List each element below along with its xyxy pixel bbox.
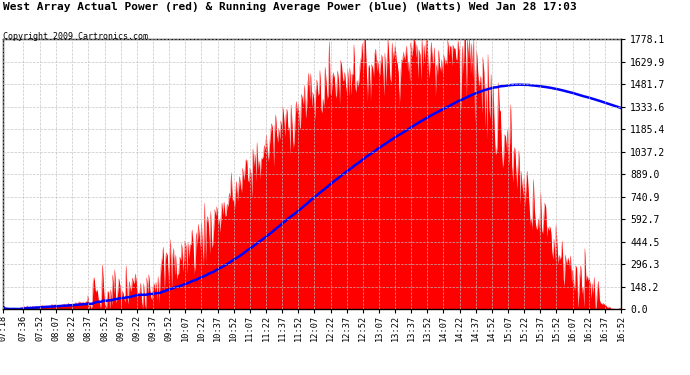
Text: West Array Actual Power (red) & Running Average Power (blue) (Watts) Wed Jan 28 : West Array Actual Power (red) & Running … — [3, 2, 578, 12]
Text: Copyright 2009 Cartronics.com: Copyright 2009 Cartronics.com — [3, 32, 148, 41]
